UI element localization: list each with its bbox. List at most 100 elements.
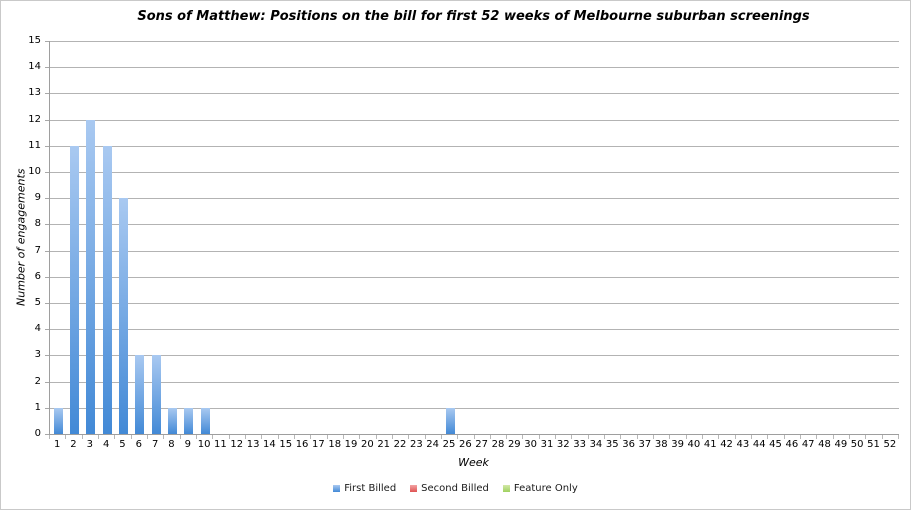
y-tick-14 <box>45 67 49 69</box>
y-label-13: 13 <box>28 87 41 99</box>
x-label-17: 17 <box>312 439 325 450</box>
x-tick-51 <box>881 435 883 439</box>
bar-first-billed-week-5 <box>118 198 128 434</box>
x-tick-30 <box>538 435 540 439</box>
gridline-11 <box>50 145 899 147</box>
gridline-2 <box>50 381 899 383</box>
gridline-6 <box>50 276 899 278</box>
x-tick-9 <box>195 435 197 439</box>
bar-first-billed-week-9 <box>184 407 194 434</box>
y-tick-12 <box>45 119 49 121</box>
x-axis-title: Week <box>458 456 489 469</box>
y-tick-6 <box>45 276 49 278</box>
x-label-31: 31 <box>540 439 554 450</box>
x-tick-24 <box>440 435 442 439</box>
gridline-14 <box>50 67 899 69</box>
x-tick-19 <box>359 435 361 439</box>
x-label-52: 52 <box>883 439 897 450</box>
x-label-26: 26 <box>458 439 472 450</box>
x-tick-17 <box>326 435 328 439</box>
bar-first-billed-week-8 <box>167 407 177 434</box>
x-tick-13 <box>261 435 263 439</box>
x-tick-46 <box>800 435 802 439</box>
x-label-33: 33 <box>573 439 586 450</box>
x-tick-28 <box>506 435 508 439</box>
x-label-41: 41 <box>703 439 717 450</box>
x-tick-2 <box>81 435 83 439</box>
x-tick-25 <box>457 435 459 439</box>
x-label-3: 3 <box>86 439 93 450</box>
legend-label: Feature Only <box>513 483 578 494</box>
legend-swatch-icon <box>333 485 341 492</box>
x-tick-39 <box>685 435 687 439</box>
gridline-15 <box>50 41 899 42</box>
x-tick-32 <box>571 435 573 439</box>
y-axis-title: Number of engagements <box>14 168 28 307</box>
x-label-42: 42 <box>720 439 733 450</box>
x-tick-10 <box>212 435 214 439</box>
legend-swatch-icon <box>502 485 510 492</box>
x-label-18: 18 <box>328 439 342 450</box>
x-tick-37 <box>653 435 655 439</box>
y-tick-15 <box>45 41 49 42</box>
x-tick-14 <box>277 435 279 439</box>
x-label-34: 34 <box>589 439 603 450</box>
gridline-13 <box>50 93 899 95</box>
x-label-12: 12 <box>230 439 244 450</box>
x-tick-1 <box>65 435 67 439</box>
gridline-8 <box>50 224 899 226</box>
x-tick-20 <box>375 435 377 439</box>
x-tick-50 <box>865 435 867 439</box>
x-tick-21 <box>391 435 393 439</box>
x-label-28: 28 <box>491 439 505 450</box>
y-label-8: 8 <box>34 218 41 230</box>
x-label-23: 23 <box>409 439 423 450</box>
x-tick-31 <box>555 435 557 439</box>
legend-label: First Billed <box>344 483 397 494</box>
x-tick-36 <box>636 435 638 439</box>
x-label-46: 46 <box>785 439 799 450</box>
x-tick-3 <box>97 435 99 439</box>
plot-area <box>49 41 899 435</box>
x-label-32: 32 <box>556 439 570 450</box>
x-label-27: 27 <box>475 439 489 450</box>
y-tick-13 <box>45 93 49 95</box>
gridline-1 <box>50 407 899 409</box>
x-tick-42 <box>734 435 736 439</box>
y-tick-0 <box>45 434 49 435</box>
gridline-9 <box>50 198 899 200</box>
y-label-11: 11 <box>28 139 41 151</box>
x-tick-11 <box>228 435 230 439</box>
x-tick-7 <box>163 435 165 439</box>
y-label-14: 14 <box>28 61 41 73</box>
x-label-7: 7 <box>151 439 159 450</box>
x-label-45: 45 <box>769 439 782 450</box>
y-label-15: 15 <box>28 35 41 46</box>
x-tick-43 <box>751 435 753 439</box>
x-label-25: 25 <box>442 439 456 450</box>
x-tick-23 <box>424 435 426 439</box>
y-label-7: 7 <box>34 244 41 256</box>
x-tick-12 <box>244 435 246 439</box>
x-label-1: 1 <box>53 439 61 450</box>
y-tick-4 <box>45 329 49 331</box>
x-tick-29 <box>522 435 524 439</box>
x-tick-35 <box>620 435 622 439</box>
y-label-4: 4 <box>34 323 41 335</box>
x-tick-8 <box>179 435 181 439</box>
x-label-11: 11 <box>214 439 227 450</box>
x-label-6: 6 <box>135 439 142 450</box>
x-label-35: 35 <box>605 439 619 450</box>
y-label-10: 10 <box>28 166 41 177</box>
legend-item-second-billed: Second Billed <box>410 483 489 494</box>
y-tick-9 <box>45 198 49 200</box>
x-tick-52 <box>898 435 899 439</box>
x-tick-47 <box>816 435 818 439</box>
gridline-3 <box>50 355 899 357</box>
x-tick-33 <box>587 435 589 439</box>
x-label-21: 21 <box>377 439 391 450</box>
x-label-5: 5 <box>119 439 126 450</box>
y-tick-5 <box>45 303 49 304</box>
x-label-20: 20 <box>361 439 374 450</box>
